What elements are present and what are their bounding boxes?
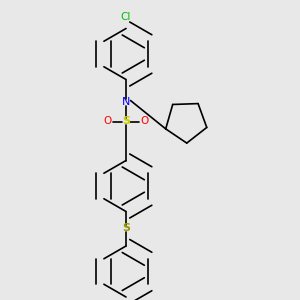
Text: S: S <box>122 116 130 127</box>
Text: O: O <box>141 116 149 127</box>
Text: S: S <box>122 223 130 233</box>
Text: N: N <box>122 97 130 107</box>
Text: O: O <box>103 116 111 127</box>
Text: Cl: Cl <box>121 13 131 22</box>
